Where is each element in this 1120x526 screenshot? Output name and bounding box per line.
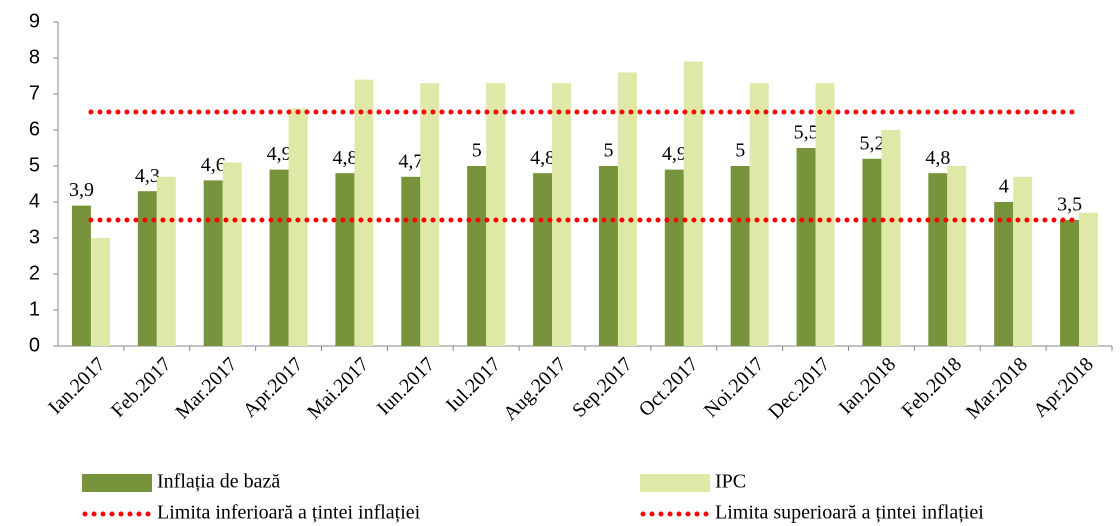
x-tick-label: Iul.2017 [442, 353, 505, 416]
data-label: 5,2 [859, 132, 884, 154]
data-label: 5,5 [794, 122, 819, 144]
bar [203, 180, 223, 346]
x-tick-label: Noi.2017 [700, 353, 769, 422]
x-tick-label: Dec.2017 [764, 353, 834, 423]
x-tick-label: Feb.2018 [898, 353, 967, 422]
legend-swatch [82, 474, 152, 492]
legend-label: IPC [715, 471, 746, 493]
bar [1013, 176, 1033, 346]
bar [137, 191, 157, 346]
y-tick-label: 1 [29, 298, 40, 320]
x-tick-label: Sep.2017 [568, 353, 637, 422]
x-tick-label: Oct.2017 [635, 353, 703, 421]
y-tick-label: 2 [29, 262, 40, 284]
bar [90, 238, 110, 346]
bar [730, 166, 750, 346]
data-label: 4,8 [530, 147, 555, 169]
legend-label: Limita superioară a țintei inflației [715, 502, 984, 524]
x-tick-label: Ian.2017 [44, 353, 109, 418]
bar [467, 166, 487, 346]
legend-label: Limita inferioară a țintei inflației [157, 502, 421, 524]
bar [815, 83, 835, 346]
bar [71, 205, 91, 346]
bar [617, 72, 637, 347]
y-tick-label: 0 [29, 334, 40, 356]
bar [269, 169, 289, 346]
bar [354, 79, 374, 346]
y-tick-label: 3 [29, 226, 40, 248]
data-label: 5 [735, 140, 745, 162]
x-tick-label: Iun.2017 [373, 353, 439, 419]
bar [533, 173, 553, 346]
x-tick-label: Ian.2018 [835, 353, 900, 418]
x-tick-label: Apr.2018 [1029, 353, 1098, 422]
data-label: 4,8 [332, 147, 357, 169]
y-tick-label: 9 [29, 10, 40, 32]
data-label: 4,6 [201, 154, 226, 176]
data-label: 4,7 [398, 150, 423, 172]
bar [749, 83, 769, 346]
x-tick-label: Mar.2018 [962, 353, 1032, 423]
bar [222, 162, 242, 346]
bar [552, 83, 572, 346]
y-tick-label: 7 [29, 82, 40, 104]
x-tick-label: Aug.2017 [499, 353, 571, 425]
bar [486, 83, 506, 346]
bar [796, 148, 816, 346]
x-tick-label: Apr.2017 [239, 353, 308, 422]
data-label: 4 [999, 176, 1009, 198]
data-label: 4,8 [925, 147, 950, 169]
bar [881, 130, 901, 346]
y-tick-label: 5 [29, 154, 40, 176]
x-tick-label: Feb.2017 [107, 353, 176, 422]
bar [1060, 220, 1080, 346]
legend-swatch [640, 474, 710, 492]
bar [401, 176, 421, 346]
y-tick-label: 4 [29, 190, 40, 212]
x-tick-label: Mar.2017 [171, 353, 241, 423]
bar [928, 173, 948, 346]
bar [420, 83, 440, 346]
bar [994, 202, 1014, 346]
data-label: 3,9 [69, 179, 94, 201]
data-label: 5 [472, 140, 482, 162]
legend-label: Inflația de bază [157, 471, 280, 493]
data-label: 3,5 [1057, 194, 1082, 216]
data-label: 4,9 [267, 143, 292, 165]
data-label: 4,9 [662, 143, 687, 165]
data-label: 4,3 [135, 165, 160, 187]
bar [947, 166, 967, 346]
bar [335, 173, 355, 346]
bar [683, 61, 703, 346]
data-label: 5 [603, 140, 613, 162]
bar [1079, 212, 1099, 346]
bar [598, 166, 618, 346]
y-tick-label: 8 [29, 46, 40, 68]
bar [288, 108, 308, 347]
bar [664, 169, 684, 346]
bar [862, 158, 882, 346]
y-tick-label: 6 [29, 118, 40, 140]
x-tick-label: Mai.2017 [303, 353, 373, 423]
bar [156, 176, 176, 346]
